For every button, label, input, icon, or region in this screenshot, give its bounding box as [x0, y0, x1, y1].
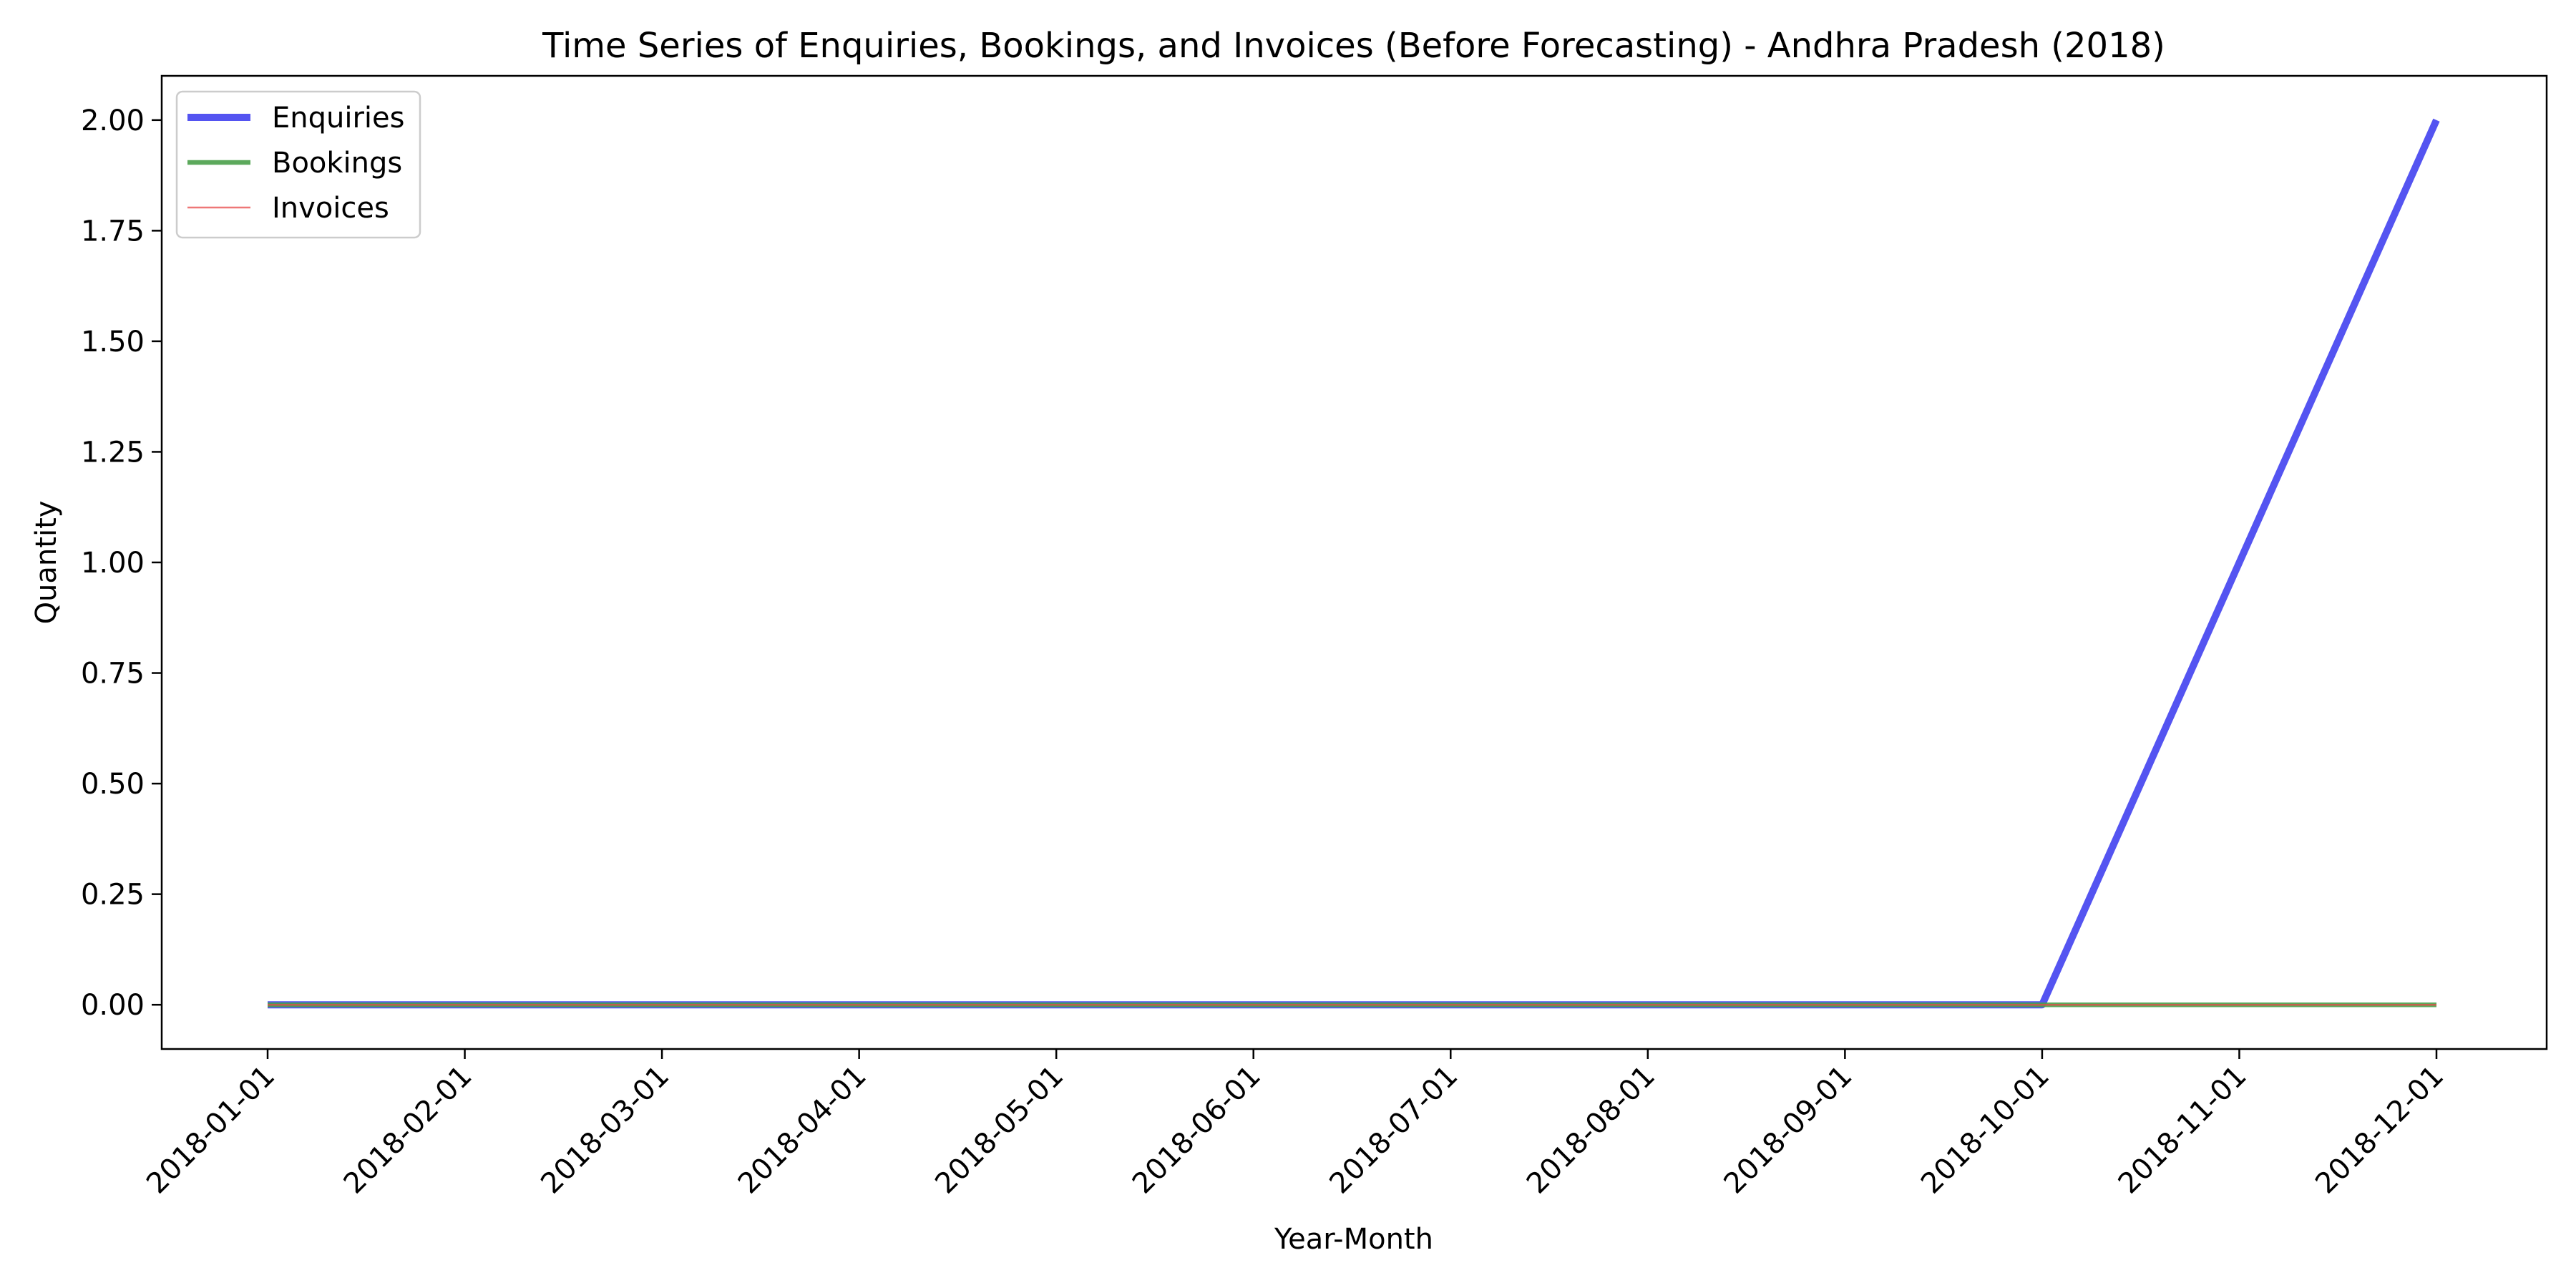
- x-axis: 2018-01-01 2018-02-01 2018-03-01 2018-04-01…: [140, 1049, 2450, 1200]
- x-tick-label: 2018-06-01: [1126, 1060, 1267, 1201]
- plot-area: [268, 118, 2440, 1009]
- y-tick-label: 0.00: [81, 989, 145, 1022]
- x-tick-label: 2018-02-01: [338, 1060, 479, 1201]
- y-axis-label: Quantity: [30, 501, 63, 625]
- y-tick-label: 0.50: [81, 768, 145, 801]
- y-tick-label: 0.75: [81, 658, 145, 691]
- y-tick-label: 0.25: [81, 879, 145, 912]
- y-tick-label: 1.50: [81, 326, 145, 358]
- x-tick-label: 2018-03-01: [535, 1060, 675, 1201]
- x-tick-label: 2018-01-01: [140, 1060, 281, 1201]
- legend: Enquiries Bookings Invoices: [175, 90, 421, 239]
- legend-box: [175, 90, 421, 239]
- x-tick-label: 2018-04-01: [732, 1060, 873, 1201]
- plot-frame: [160, 74, 2548, 1050]
- x-tick-label: 2018-12-01: [2309, 1060, 2450, 1201]
- legend-label: Bookings: [272, 147, 402, 180]
- y-tick-label: 2.00: [81, 104, 145, 137]
- x-axis-label: Year-Month: [1274, 1223, 1433, 1256]
- legend-label: Enquiries: [272, 102, 405, 135]
- series-line-enquiries: [268, 118, 2440, 1009]
- x-tick-label: 2018-07-01: [1323, 1060, 1464, 1201]
- x-tick-label: 2018-05-01: [929, 1060, 1070, 1201]
- x-tick-label: 2018-09-01: [1718, 1060, 1859, 1201]
- x-tick-label: 2018-11-01: [2112, 1060, 2253, 1201]
- x-tick-label: 2018-08-01: [1521, 1060, 1662, 1201]
- y-axis: 0.00 0.25 0.50 0.75 1.00 1.25 1.50 1.75 2.00: [81, 104, 162, 1022]
- chart-title: Time Series of Enquiries, Bookings, and …: [542, 26, 2165, 66]
- x-tick-label: 2018-10-01: [1915, 1060, 2056, 1201]
- y-tick-label: 1.75: [81, 215, 145, 248]
- y-tick-label: 1.25: [81, 436, 145, 469]
- y-tick-label: 1.00: [81, 547, 145, 580]
- legend-label: Invoices: [272, 192, 389, 225]
